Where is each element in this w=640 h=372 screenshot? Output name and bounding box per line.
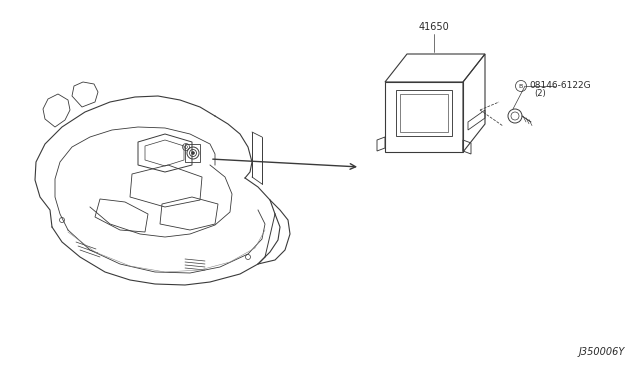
Text: 08146-6122G: 08146-6122G	[529, 80, 591, 90]
Text: 41650: 41650	[419, 22, 449, 32]
Text: (2): (2)	[534, 89, 546, 97]
Circle shape	[191, 151, 195, 154]
Text: J350006Y: J350006Y	[579, 347, 625, 357]
Text: B: B	[519, 83, 523, 89]
